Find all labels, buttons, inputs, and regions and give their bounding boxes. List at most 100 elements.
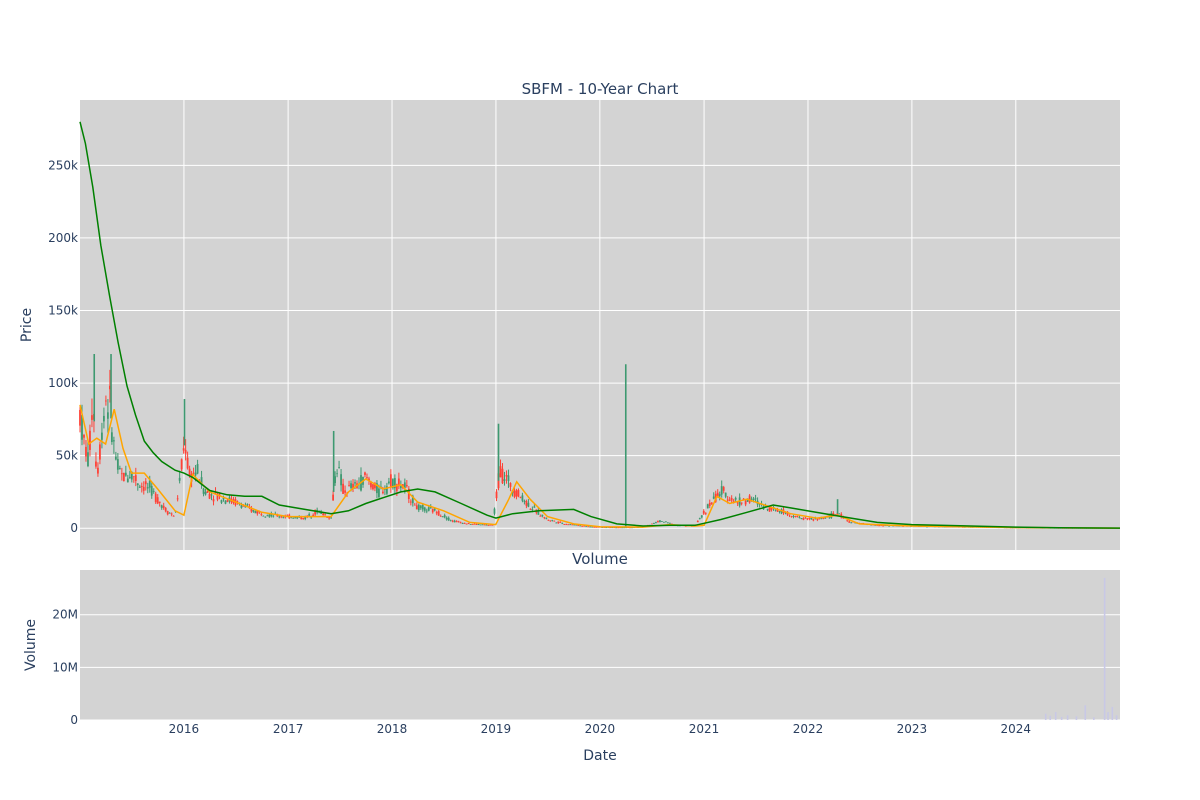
candle-body — [507, 475, 510, 481]
candle-body — [186, 457, 189, 469]
candle-body — [395, 484, 398, 491]
candle-body — [449, 519, 452, 521]
candle-body — [547, 519, 550, 521]
volume-bar — [1111, 706, 1114, 720]
candle-body — [485, 524, 488, 526]
candle-body — [110, 432, 113, 443]
candle-body — [788, 514, 791, 516]
candle-body — [617, 527, 619, 529]
candle-body — [378, 488, 380, 498]
candle-body — [573, 524, 576, 526]
candle-body — [623, 527, 625, 529]
candle-body — [668, 522, 671, 524]
candle-body — [766, 509, 769, 511]
candle-body — [808, 518, 811, 519]
candle-body — [302, 517, 305, 519]
candle-body — [214, 492, 217, 495]
candle-body — [477, 524, 480, 525]
candle-body — [423, 507, 426, 511]
candle-body — [543, 517, 546, 518]
candle-body — [838, 513, 841, 515]
candle-body — [140, 486, 143, 487]
candle-body — [354, 482, 356, 484]
candle-body — [294, 516, 297, 519]
volume-panel: 0 10M 20M Volume — [23, 570, 1120, 727]
candle-body — [208, 493, 211, 499]
candle-body — [103, 415, 105, 422]
volume-bar — [1044, 713, 1047, 720]
candle-body — [451, 520, 454, 522]
candle-body — [605, 527, 608, 529]
candle-body — [194, 472, 197, 476]
x-tick-label: 2017 — [273, 722, 304, 736]
candle-body — [85, 446, 87, 457]
candle-body — [850, 522, 853, 524]
candle-body — [148, 480, 151, 488]
volume-y-tick-label: 0 — [70, 713, 78, 727]
candle-body — [154, 493, 157, 503]
candle-body — [846, 520, 849, 522]
candle-body — [124, 472, 127, 476]
price-y-tick-label: 250k — [48, 158, 78, 172]
volume-bar — [1084, 705, 1087, 720]
candle-body — [276, 515, 279, 517]
candle-body — [204, 491, 207, 495]
candle-body — [114, 456, 117, 460]
candle-body — [553, 520, 556, 522]
candle-body — [272, 515, 275, 517]
candle-body — [567, 524, 570, 526]
candle-body — [282, 516, 285, 518]
chart-title: SBFM - 10-Year Chart — [522, 80, 679, 98]
candle-body — [332, 494, 334, 501]
candle-body — [651, 523, 653, 525]
candle-body — [256, 510, 259, 514]
candle-body — [322, 513, 325, 516]
x-tick-label: 2022 — [793, 722, 824, 736]
candle-body — [798, 516, 801, 518]
candle-body — [479, 524, 482, 526]
candle-body — [376, 483, 378, 494]
price-y-tick-label: 150k — [48, 303, 78, 317]
candle-body — [441, 516, 444, 518]
x-axis-label: Date — [583, 748, 616, 764]
candle-body — [653, 523, 655, 524]
x-tick-label: 2018 — [377, 722, 408, 736]
candle-body — [824, 517, 827, 519]
candle-body — [483, 524, 486, 526]
candle-body — [780, 509, 783, 514]
candle-body — [611, 527, 613, 529]
candle-body — [150, 485, 153, 496]
candle-body — [718, 494, 721, 497]
candle-body — [565, 524, 568, 526]
candle-body — [848, 521, 851, 523]
candle-body — [473, 523, 476, 525]
candle-body — [521, 495, 524, 501]
candle-body — [812, 519, 815, 521]
candle-body — [806, 518, 809, 520]
volume-bar — [1107, 712, 1109, 720]
candle-body — [876, 525, 879, 526]
candle-body — [495, 491, 498, 499]
candle-body — [559, 522, 562, 523]
candle-body — [95, 461, 97, 467]
candle-body — [87, 452, 89, 467]
candle-body — [467, 523, 470, 524]
candle-body — [350, 483, 352, 488]
candle-body — [778, 511, 781, 512]
candle-body — [481, 524, 484, 526]
price-y-tick-label: 0 — [70, 521, 78, 535]
candle-body — [840, 514, 843, 518]
price-y-axis-label: Price — [19, 308, 35, 342]
candle-body — [168, 512, 171, 514]
candle-body — [218, 493, 221, 496]
candle-body — [120, 473, 123, 475]
candle-body — [326, 517, 329, 518]
candle-body — [487, 525, 490, 526]
candle-body — [304, 516, 307, 519]
candle-body — [403, 482, 406, 488]
candle-body — [364, 472, 366, 475]
candle-body — [734, 497, 737, 500]
candle-body — [224, 500, 227, 504]
candle-body — [790, 515, 793, 517]
